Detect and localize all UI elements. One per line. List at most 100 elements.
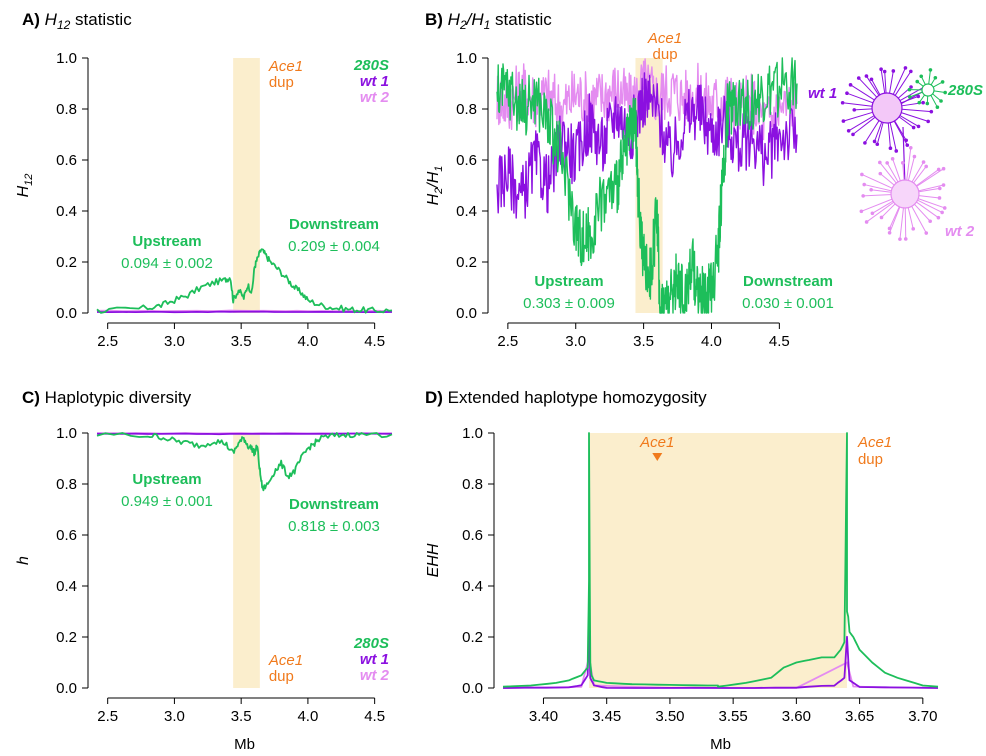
network-node — [845, 91, 849, 95]
network-node — [912, 154, 917, 159]
network-node — [887, 226, 892, 231]
dup-label-text: dup — [653, 46, 678, 63]
network-label-280s: 280S — [947, 82, 983, 99]
network-edge — [876, 122, 884, 145]
x-tick-label: 3.5 — [231, 333, 252, 350]
network-node — [924, 231, 929, 235]
upstream-value: 0.094 ± 0.002 — [121, 255, 213, 272]
y-tick-label: 0.4 — [456, 203, 477, 220]
network-edge — [893, 120, 908, 146]
network-node — [852, 108, 857, 112]
y-axis-label: H2/H1 — [425, 166, 445, 206]
downstream-label: Downstream — [743, 273, 833, 290]
x-tick-label: 3.5 — [633, 333, 654, 350]
network-node — [925, 101, 930, 106]
y-tick-label: 1.0 — [56, 50, 77, 67]
panel-title: A) H12 statistic — [22, 10, 132, 32]
network-edge — [899, 115, 919, 127]
network-node — [916, 94, 921, 99]
legend-entry: wt 2 — [360, 89, 390, 106]
network-edge — [889, 70, 894, 94]
dup-label-gene: Ace1 — [647, 30, 682, 47]
network-node — [915, 79, 920, 84]
series-line-280s — [96, 432, 393, 492]
x-tick-label: 3.45 — [592, 708, 621, 725]
legend-entry: 280S — [353, 57, 389, 74]
legend-entry: wt 2 — [360, 667, 390, 684]
network-edge — [861, 198, 893, 212]
network-edge — [911, 161, 924, 183]
network-node — [928, 68, 933, 72]
network-node — [860, 172, 864, 177]
network-node — [940, 210, 944, 215]
y-tick-label: 0.4 — [462, 578, 483, 595]
network-node — [846, 128, 851, 133]
downstream-value: 0.818 ± 0.003 — [288, 518, 380, 535]
network-node — [941, 183, 946, 187]
network-node — [921, 160, 926, 164]
network-node — [882, 69, 887, 74]
x-tick-label: 2.5 — [97, 708, 118, 725]
network-node — [890, 157, 895, 161]
network-edge — [918, 184, 944, 192]
network-node — [885, 161, 889, 165]
y-tick-label: 0.0 — [456, 305, 477, 322]
network-node — [907, 87, 912, 92]
network-edge — [879, 162, 897, 184]
network-node — [903, 237, 908, 241]
network-edge — [933, 90, 946, 94]
y-tick-label: 0.4 — [56, 203, 77, 220]
upstream-label: Upstream — [132, 233, 201, 250]
x-tick-label: 4.5 — [769, 333, 790, 350]
y-tick-label: 1.0 — [56, 425, 77, 442]
x-tick-label: 4.5 — [364, 333, 385, 350]
network-edge — [930, 95, 938, 108]
network-edge — [854, 108, 873, 111]
network-node — [900, 161, 905, 165]
panel-B: 0.0 0.2 0.4 0.6 0.8 1.0 2.5 3.0 3.5 4.0 4.5 H2/H1 B)… — [425, 10, 834, 350]
downstream-label: Downstream — [289, 496, 379, 513]
haplotype-network: wt 1 280S wt 2 — [808, 66, 983, 241]
x-tick-label: 2.5 — [497, 333, 518, 350]
network-edge — [909, 91, 923, 98]
network-node — [891, 69, 896, 73]
network-node — [924, 164, 928, 169]
network-edge — [892, 67, 906, 95]
network-node — [933, 75, 938, 80]
x-tick-label: 3.60 — [782, 708, 811, 725]
upstream-value: 0.949 ± 0.001 — [121, 493, 213, 510]
network-label-wt1: wt 1 — [808, 85, 837, 102]
series-line-wt1 — [96, 310, 393, 314]
network-node — [905, 143, 910, 147]
network-edge — [899, 207, 904, 240]
network-node — [939, 99, 943, 103]
network-edge — [887, 122, 891, 149]
network-node — [937, 196, 942, 200]
network-label-wt2: wt 2 — [945, 223, 975, 240]
y-tick-label: 0.6 — [56, 527, 77, 544]
network-edge — [900, 95, 919, 104]
panel-C: 0.0 0.2 0.4 0.6 0.8 1.0 2.5 3.0 3.5 4.0 4.5 Mb h C) H… — [15, 388, 393, 753]
network-edge — [907, 156, 915, 181]
network-node — [929, 109, 934, 114]
network-edge — [906, 147, 912, 181]
dup-label-text: dup — [858, 451, 883, 468]
x-tick-label: 4.0 — [701, 333, 722, 350]
network-node — [911, 227, 916, 231]
x-axis-label: Mb — [710, 736, 731, 753]
dup-label-text: dup — [269, 668, 294, 685]
network-edge — [932, 93, 942, 102]
marker-label: Ace1 — [639, 434, 674, 451]
x-tick-label: 4.0 — [297, 708, 318, 725]
y-tick-label: 0.2 — [56, 254, 77, 271]
network-node — [848, 83, 853, 87]
dup-label-gene: Ace1 — [268, 652, 303, 669]
network-edge — [872, 200, 894, 214]
network-node — [940, 80, 945, 84]
network-node — [936, 167, 941, 172]
network-edge — [918, 195, 940, 199]
dup-label-gene: Ace1 — [857, 434, 892, 451]
network-node — [916, 124, 921, 129]
network-node — [878, 171, 883, 176]
